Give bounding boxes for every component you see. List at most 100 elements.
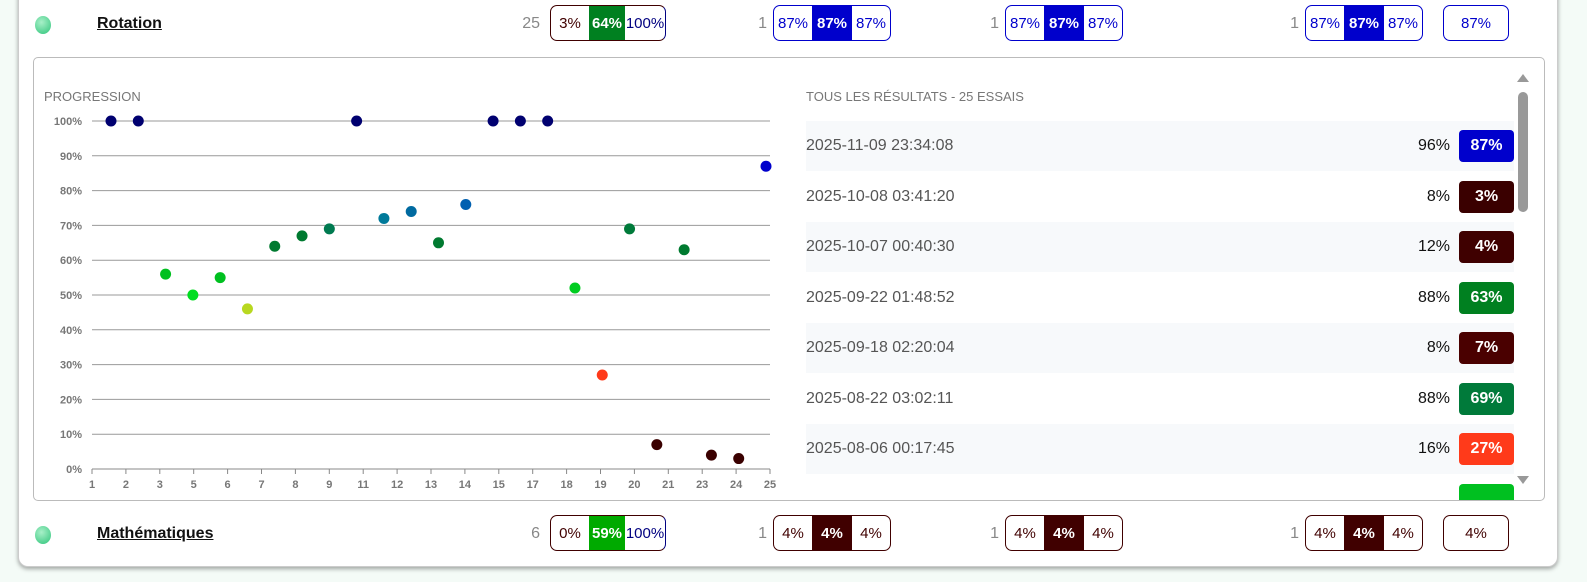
x-tick-label: 13 <box>425 479 437 491</box>
data-point <box>160 268 172 280</box>
result-score-badge: 63% <box>1459 281 1514 314</box>
x-tick-label: 24 <box>730 479 743 491</box>
x-tick-label: 1 <box>89 479 95 491</box>
score-group: 4% 4% 4% <box>773 515 891 551</box>
group-min: 87% <box>777 14 809 32</box>
result-accuracy: 88% <box>1417 288 1450 306</box>
score-group: 87% 87% 87% <box>1305 5 1423 41</box>
y-tick-label: 50% <box>60 290 82 302</box>
x-tick-label: 2 <box>123 479 129 491</box>
x-tick-label: 19 <box>594 479 606 491</box>
y-tick-label: 30% <box>60 360 82 372</box>
details-panel: PROGRESSION 0% 10% 20% 30% 40% 50% 60% 70% 80% 90… <box>33 57 1545 501</box>
group-count: 1 <box>990 525 999 542</box>
x-tick-label: 23 <box>696 479 708 491</box>
status-dot-icon <box>35 526 51 544</box>
progression-chart: 0%10%20%30%40%50%60%70%80%90%100%1 2 3 5 6 7 8… <box>54 115 776 491</box>
score-range: 3% 64% 100% <box>550 5 666 41</box>
group-min: 87% <box>1309 14 1341 32</box>
x-tick-label: 8 <box>292 479 298 491</box>
scrollbar-thumb[interactable] <box>1518 92 1528 212</box>
group-count: 1 <box>758 15 767 32</box>
group-avg: 4% <box>1344 516 1384 550</box>
score-group: 4% 4% 4% <box>1005 515 1123 551</box>
data-point <box>651 439 663 451</box>
results-title: TOUS LES RÉSULTATS - 25 ESSAIS <box>806 89 1024 104</box>
best-score: 4% <box>1443 515 1509 551</box>
y-tick-label: 70% <box>60 220 82 232</box>
x-tick-label: 5 <box>191 479 197 491</box>
data-point <box>241 303 253 315</box>
data-point <box>514 115 526 127</box>
x-tick-label: 11 <box>357 479 369 491</box>
result-accuracy: 8% <box>1426 187 1450 205</box>
data-point <box>132 115 144 127</box>
x-tick-label: 12 <box>391 479 403 491</box>
group-min: 4% <box>1314 524 1336 542</box>
group-avg: 87% <box>1044 6 1084 40</box>
result-score-badge: 69% <box>1459 382 1514 415</box>
x-tick-label: 3 <box>157 479 163 491</box>
result-date: 2025-10-08 03:41:20 <box>806 187 955 205</box>
x-tick-label: 14 <box>459 479 472 491</box>
result-row[interactable]: 2025-09-18 02:20:04 8% 7% <box>806 323 1514 373</box>
y-tick-label: 40% <box>60 325 82 337</box>
min-score: 0% <box>559 524 581 542</box>
x-tick-label: 25 <box>764 479 776 491</box>
group-max: 87% <box>1087 14 1119 32</box>
best-score: 87% <box>1443 5 1509 41</box>
group-avg: 4% <box>812 516 852 550</box>
result-row[interactable]: 2025-11-09 23:34:08 96% 87% <box>806 121 1514 171</box>
y-tick-label: 20% <box>60 394 82 406</box>
data-point <box>105 115 117 127</box>
x-tick-label: 20 <box>628 479 640 491</box>
y-tick-label: 90% <box>60 151 82 163</box>
data-point <box>460 199 472 211</box>
result-accuracy: 16% <box>1417 440 1450 457</box>
group-max: 4% <box>860 524 882 542</box>
data-point <box>705 449 717 461</box>
x-tick-label: 21 <box>662 479 674 491</box>
group-max: 4% <box>1392 524 1414 542</box>
data-point <box>733 453 745 465</box>
result-row[interactable]: 2025-10-07 00:40:30 12% 4% <box>806 222 1514 272</box>
x-tick-label: 9 <box>326 479 332 491</box>
data-point <box>678 244 690 256</box>
y-tick-label: 80% <box>60 186 82 198</box>
result-date: 2025-08-06 00:17:45 <box>806 440 955 457</box>
subject-link[interactable]: Mathématiques <box>97 525 214 542</box>
group-min: 4% <box>782 524 804 542</box>
data-point <box>187 289 199 301</box>
avg-score: 64% <box>589 6 625 40</box>
result-accuracy: 12% <box>1417 238 1450 255</box>
group-count: 1 <box>758 525 767 542</box>
subject-link[interactable]: Rotation <box>97 15 162 32</box>
data-point <box>760 160 772 172</box>
result-accuracy: 96% <box>1417 137 1450 154</box>
max-score: 100% <box>625 14 665 32</box>
data-point <box>542 115 554 127</box>
result-row[interactable]: 2025-08-22 03:02:11 88% 69% <box>806 373 1514 424</box>
data-point <box>433 237 444 249</box>
data-point <box>487 115 499 127</box>
y-tick-label: 0% <box>66 464 82 476</box>
scroll-down-icon[interactable] <box>1517 476 1529 484</box>
progression-title: PROGRESSION <box>44 89 141 104</box>
data-point <box>405 205 417 217</box>
data-point <box>351 115 363 127</box>
result-accuracy: 8% <box>1426 339 1450 356</box>
data-point <box>323 223 335 235</box>
result-row[interactable]: 2025-10-08 03:41:20 8% 3% <box>806 171 1514 222</box>
avg-score: 59% <box>589 516 625 550</box>
result-row[interactable]: 2025-08-06 00:17:45 16% 27% <box>806 424 1514 474</box>
max-score: 100% <box>625 524 665 542</box>
group-count: 1 <box>1290 525 1299 542</box>
scroll-up-icon[interactable] <box>1517 74 1529 82</box>
group-max: 87% <box>855 14 887 32</box>
result-date: 2025-09-22 01:48:52 <box>806 288 955 306</box>
data-point <box>214 272 226 284</box>
group-count: 1 <box>1290 15 1299 32</box>
status-dot-icon <box>35 16 51 34</box>
data-point <box>596 369 608 381</box>
result-row[interactable]: 2025-09-22 01:48:52 88% 63% <box>806 272 1514 323</box>
